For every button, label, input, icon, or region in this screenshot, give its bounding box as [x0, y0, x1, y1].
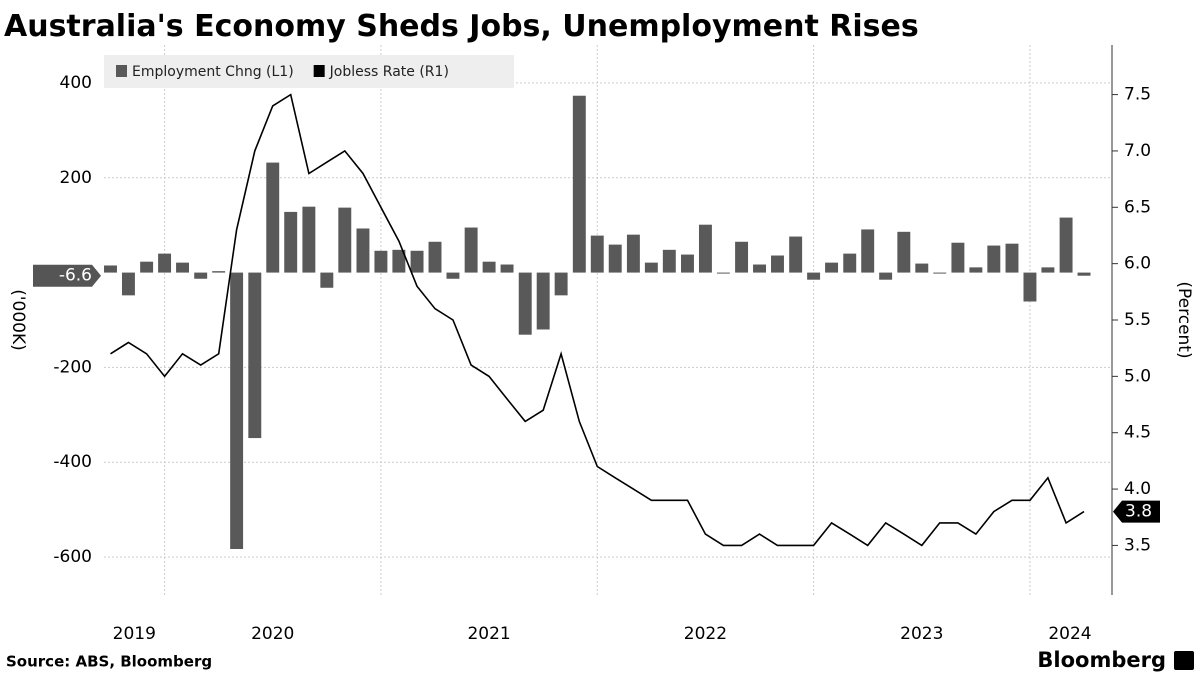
brand-icon — [1174, 651, 1194, 670]
bar — [1041, 267, 1055, 273]
y-axis-label: ('000K) — [8, 289, 28, 351]
bar — [897, 231, 911, 273]
source: Source: ABS, Bloomberg — [6, 653, 212, 671]
chart-title: Australia's Economy Sheds Jobs, Unemploy… — [4, 9, 919, 44]
bar — [410, 250, 424, 273]
bar — [789, 236, 803, 273]
legend-swatch — [313, 65, 325, 77]
bar — [212, 271, 226, 273]
last-value-tag — [33, 264, 101, 287]
y2-tick-label: 6.0 — [1124, 254, 1151, 274]
last-value-tag — [1113, 500, 1160, 523]
bar — [536, 272, 550, 330]
bar — [158, 253, 172, 273]
bar — [753, 264, 766, 273]
last-value-label: 3.8 — [1125, 502, 1152, 522]
bar — [302, 206, 316, 273]
bar — [915, 263, 929, 273]
bar — [987, 245, 1001, 273]
legend-label: Employment Chng (L1) — [132, 64, 294, 80]
y-tick-label: -600 — [53, 547, 92, 567]
y-tick-label: -400 — [53, 452, 92, 472]
bar — [879, 272, 893, 280]
y2-tick-label: 3.5 — [1124, 535, 1151, 555]
last-value-label: -6.6 — [59, 266, 92, 286]
bar — [554, 272, 568, 296]
line — [110, 93, 1085, 547]
bar — [807, 272, 821, 280]
bar — [1005, 243, 1019, 273]
x-tick-label: 2022 — [684, 624, 727, 644]
bar — [320, 272, 334, 288]
bar — [338, 207, 352, 273]
bar — [374, 250, 388, 273]
bar — [104, 265, 117, 273]
y2-tick-label: 7.5 — [1124, 85, 1151, 105]
x-tick-label: 2021 — [467, 624, 510, 644]
bar — [230, 272, 244, 550]
bar — [933, 272, 947, 274]
bar — [572, 95, 586, 273]
bar — [1077, 272, 1091, 276]
bar — [140, 261, 154, 273]
bar — [121, 272, 135, 296]
y2-tick-label: 4.5 — [1124, 423, 1151, 443]
bar — [681, 254, 694, 273]
bar — [951, 242, 965, 273]
bar — [590, 235, 604, 273]
bar — [735, 241, 749, 273]
bar — [771, 255, 784, 273]
bar — [482, 261, 496, 273]
y2-tick-label: 5.0 — [1124, 366, 1151, 386]
legend-swatch — [116, 65, 127, 77]
x-tick-label: 2023 — [900, 624, 943, 644]
bar — [500, 264, 514, 273]
y-tick-label: 400 — [60, 73, 92, 93]
x-tick-label: 2019 — [113, 624, 156, 644]
bar — [464, 227, 478, 273]
y2-tick-label: 6.5 — [1124, 197, 1151, 217]
bar — [662, 249, 676, 273]
bar — [428, 241, 442, 273]
bar — [843, 253, 857, 273]
bar — [248, 272, 262, 439]
bar — [446, 272, 460, 279]
bar — [1023, 272, 1037, 302]
y2-tick-label: 5.5 — [1124, 310, 1151, 330]
brand: Bloomberg — [1037, 648, 1166, 672]
y-tick-label: -200 — [53, 357, 92, 377]
bar — [969, 267, 983, 273]
y2-axis-label: (Percent) — [1174, 281, 1194, 358]
bar — [861, 229, 875, 273]
x-tick-label: 2024 — [1048, 624, 1091, 644]
bar — [608, 244, 622, 273]
bar — [698, 224, 712, 273]
bar — [518, 272, 532, 335]
legend-box — [104, 55, 514, 88]
y-tick-label: 200 — [60, 168, 92, 188]
y2-tick-label: 7.0 — [1124, 141, 1151, 161]
bar — [194, 272, 208, 279]
bar — [284, 211, 298, 273]
bar — [356, 228, 370, 273]
bar — [1059, 217, 1073, 273]
x-tick-label: 2020 — [251, 624, 294, 644]
bar — [392, 249, 406, 273]
bar — [626, 234, 640, 273]
bar — [176, 262, 189, 273]
bar — [825, 262, 839, 273]
bar — [716, 272, 730, 274]
bar — [266, 162, 280, 273]
y2-tick-label: 4.0 — [1124, 479, 1151, 499]
bar — [644, 262, 658, 273]
legend-label: Jobless Rate (R1) — [329, 64, 449, 80]
